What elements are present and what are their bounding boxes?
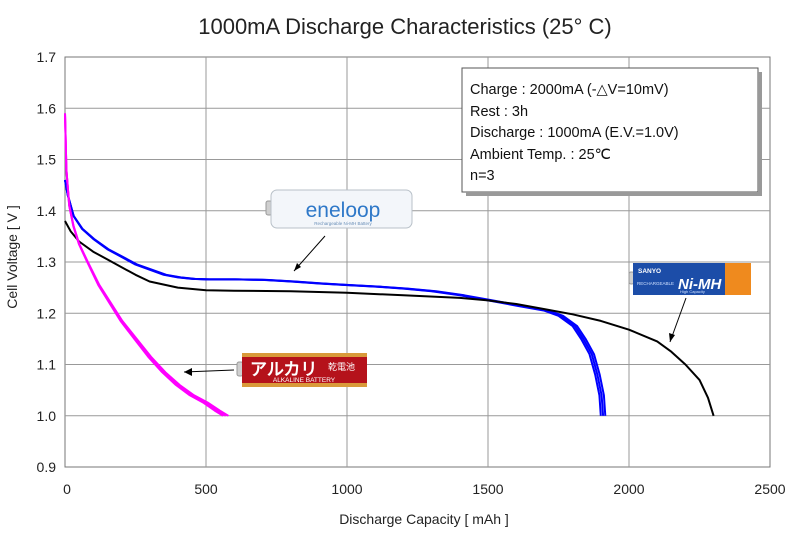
eneloop-subtext: Rechargeable Ni-MH Battery [314,221,372,226]
y-tick-labels: 0.9 1.0 1.1 1.2 1.3 1.4 1.5 1.6 1.7 [37,49,57,475]
eneloop-logo-text: eneloop [306,199,381,222]
sanyo-rechargeable-text: RECHARGEABLE [637,281,674,286]
x-tick-label: 1500 [472,481,503,497]
y-tick-label: 1.1 [37,357,57,373]
grid [65,57,770,467]
chart-title: 1000mA Discharge Characteristics (25° C) [198,14,612,39]
condition-discharge: Discharge : 1000mA (E.V.=1.0V) [470,125,679,141]
x-tick-label: 0 [63,481,71,497]
series-line-3-run-3 [64,113,229,417]
eneloop-battery-image: eneloop Rechargeable Ni-MH Battery [265,189,413,229]
y-axis-label: Cell Voltage [ V ] [4,205,20,309]
condition-rest: Rest : 3h [470,104,528,120]
y-tick-label: 1.3 [37,254,57,270]
series-lines [64,113,715,417]
x-tick-labels: 0 500 1000 1500 2000 2500 [63,481,786,497]
y-tick-label: 0.9 [37,459,57,475]
sanyo-pointer-arrowhead [669,333,675,342]
series-line-1-run-3 [64,179,607,416]
condition-charge: Charge : 2000mA (-△V=10mV) [470,82,669,98]
series-line-2-run-1 [64,220,715,417]
x-tick-label: 2000 [613,481,644,497]
eneloop-pointer-arrowhead [294,263,301,271]
y-tick-label: 1.6 [37,100,57,116]
y-tick-label: 1.5 [37,152,57,168]
y-tick-label: 1.0 [37,408,57,424]
x-tick-label: 1000 [331,481,362,497]
x-axis-label: Discharge Capacity [ mAh ] [339,511,509,527]
condition-temp: Ambient Temp. : 25℃ [470,147,611,163]
sanyo-brand-text: SANYO [638,268,661,275]
x-tick-label: 500 [194,481,218,497]
x-tick-label: 2500 [754,481,785,497]
y-tick-label: 1.2 [37,305,57,321]
alkaline-jp-subtext: 乾電池 [328,361,355,372]
alkaline-pointer-line [183,369,235,373]
alkaline-jp-text: アルカリ [250,360,317,379]
sanyo-capacity-text: High Capacity [680,289,705,294]
alkaline-en-text: ALKALINE BATTERY [273,377,336,384]
conditions-box: Charge : 2000mA (-△V=10mV) Rest : 3h Dis… [461,67,762,196]
nimh-logo-text: Ni-MH [678,276,722,293]
y-tick-label: 1.7 [37,49,57,65]
alkaline-pointer-arrowhead [184,368,192,376]
alkaline-battery-image: アルカリ 乾電池 ALKALINE BATTERY [236,353,367,387]
condition-n: n=3 [470,168,495,184]
sanyo-nimh-battery-image: SANYO Ni-MH RECHARGEABLE High Capacity [628,263,751,295]
y-tick-label: 1.4 [37,203,57,219]
